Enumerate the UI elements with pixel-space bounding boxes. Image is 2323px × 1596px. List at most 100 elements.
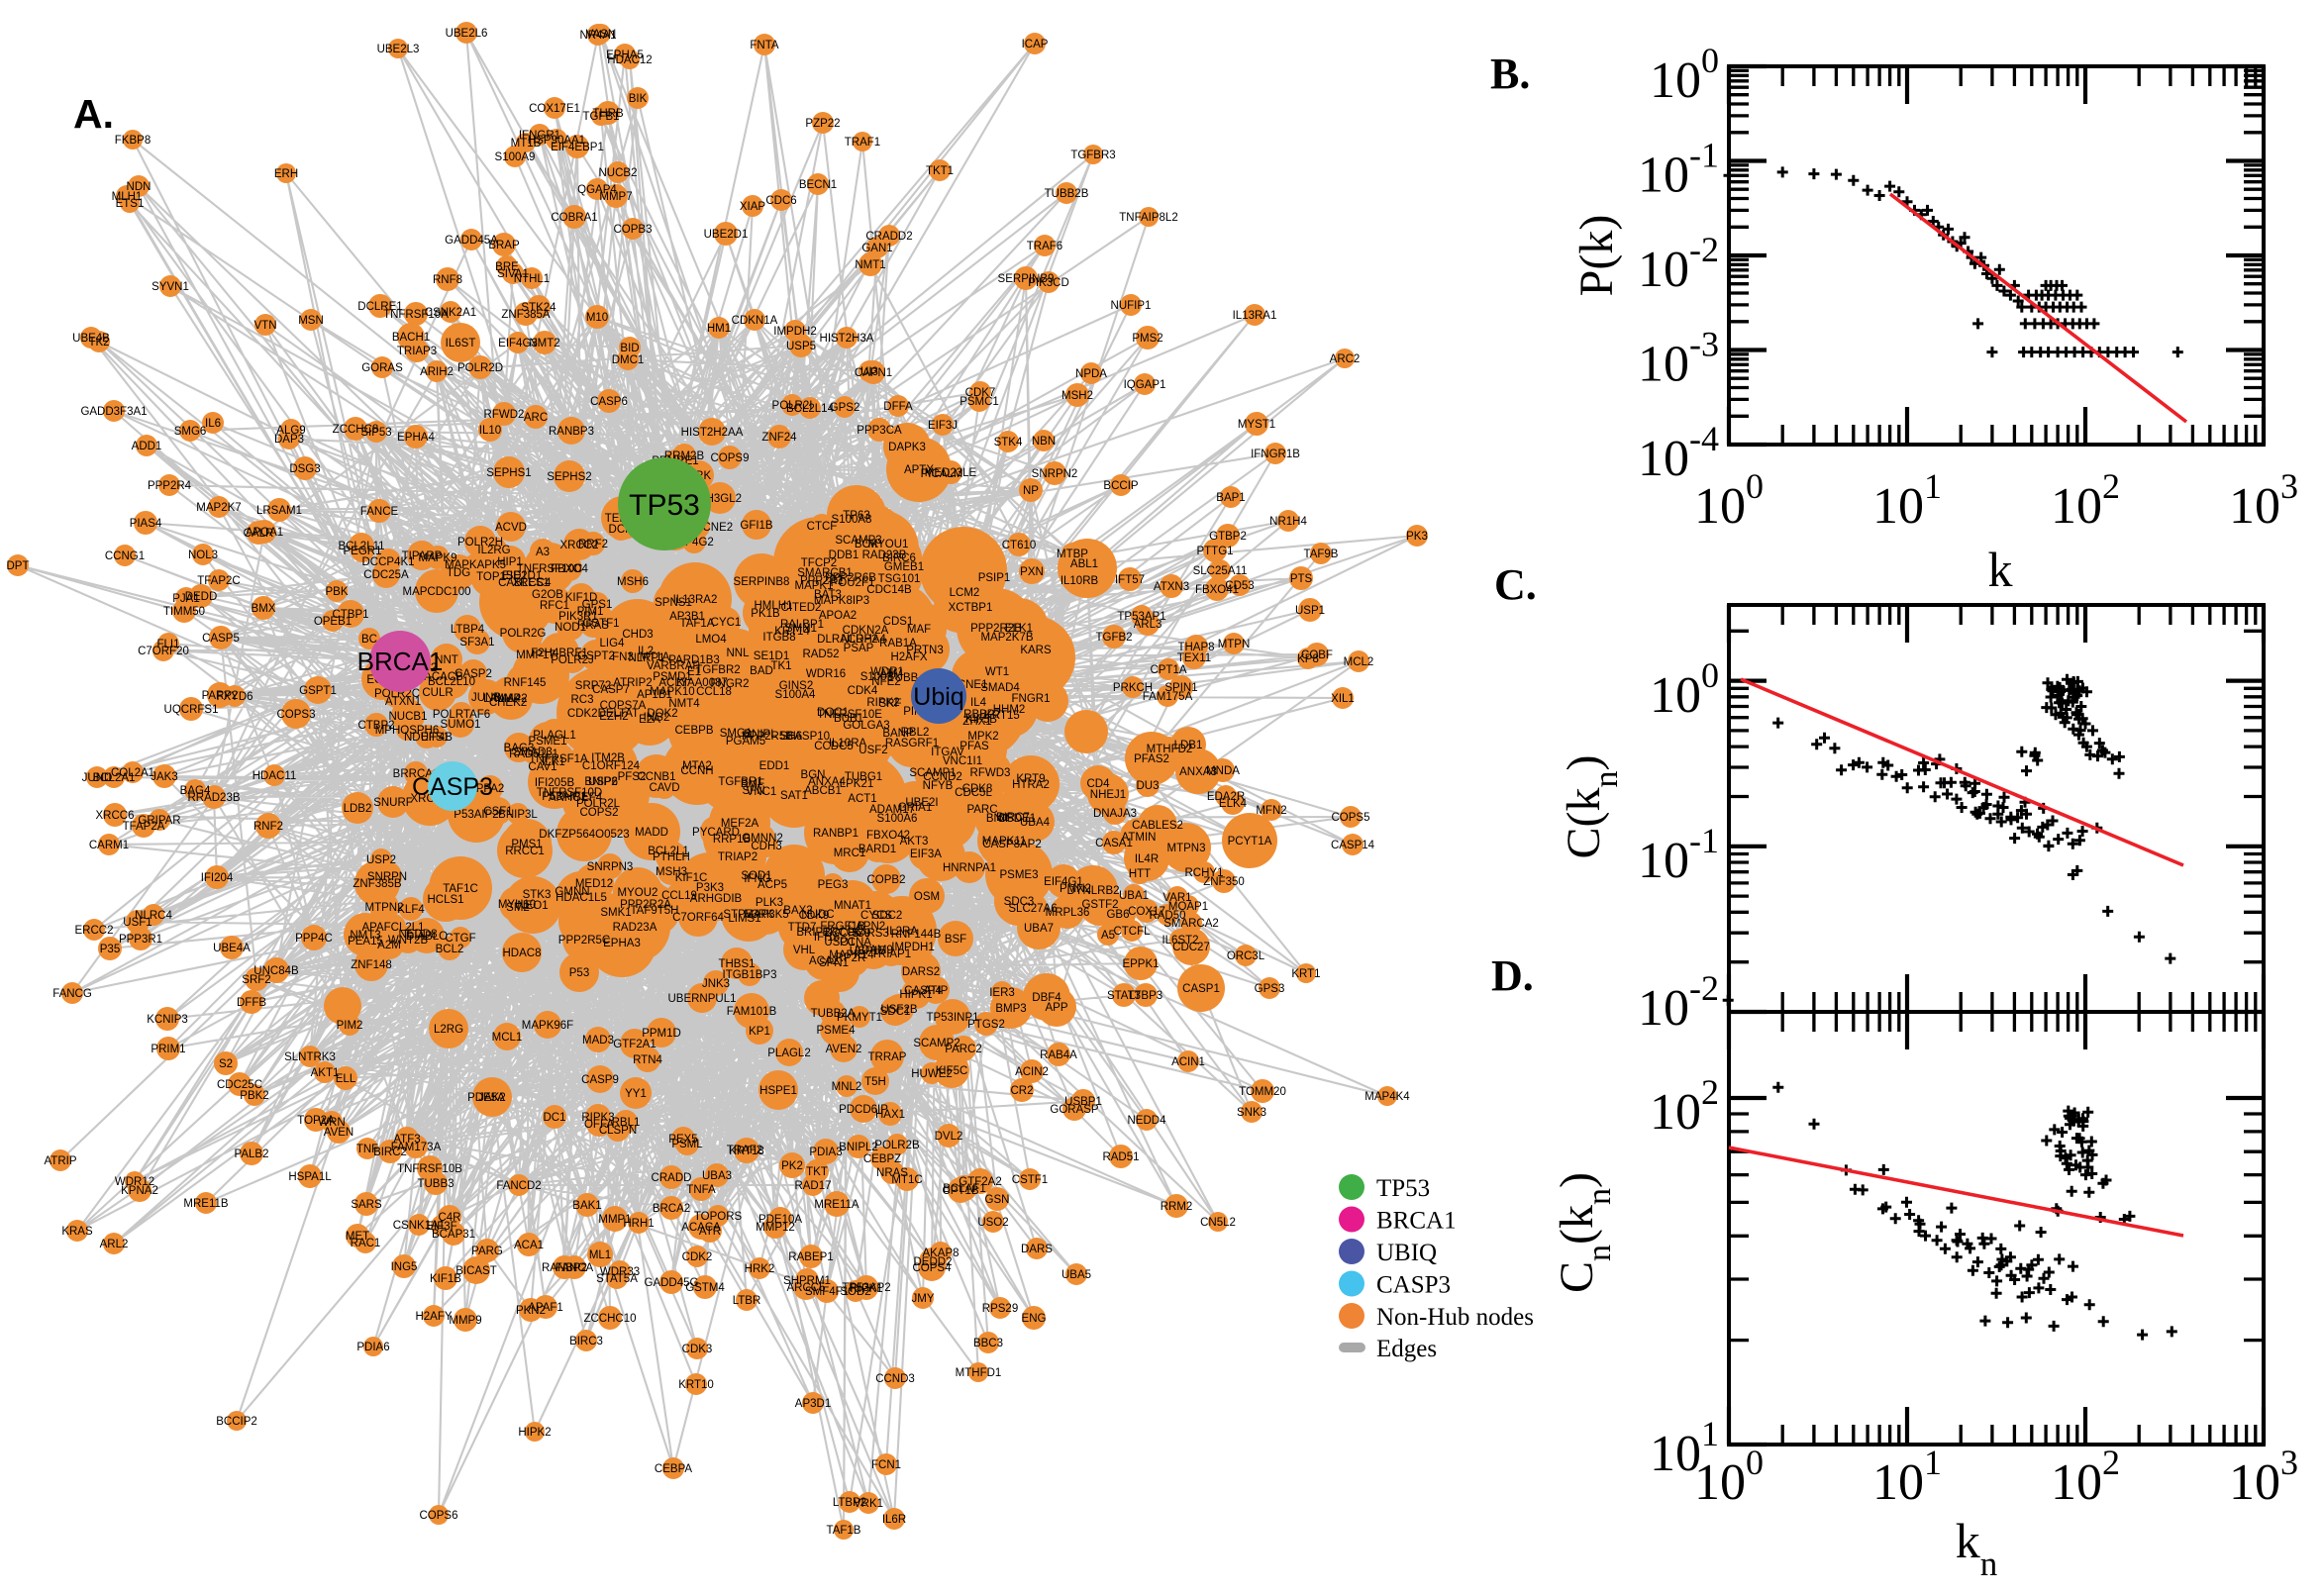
svg-text:RNF145: RNF145 [504,677,547,689]
svg-text:NLRC4: NLRC4 [135,910,172,922]
svg-text:P53AIP2: P53AIP2 [454,809,498,821]
svg-text:PPP3R1: PPP3R1 [119,934,162,946]
svg-text:RIPK2: RIPK2 [866,697,899,709]
svg-text:H2AFX: H2AFX [890,651,927,663]
svg-text:A.: A. [73,91,114,137]
svg-text:SRP72: SRP72 [575,680,611,692]
svg-text:SIP53: SIP53 [360,427,391,439]
svg-text:RBBP7: RBBP7 [963,709,1001,721]
svg-text:IL2RG: IL2RG [477,545,510,556]
svg-text:JAK2: JAK2 [478,1092,506,1104]
svg-text:RAD23A: RAD23A [613,922,657,934]
svg-text:UBE2D1: UBE2D1 [704,229,749,241]
svg-text:MTHFD2: MTHFD2 [1147,744,1193,755]
svg-text:YY1: YY1 [625,1088,647,1100]
svg-text:USO1: USO1 [824,937,855,948]
svg-text:H2AFY: H2AFY [415,1311,452,1323]
svg-text:XIL1: XIL1 [1331,693,1355,705]
svg-text:CTGF: CTGF [445,933,475,945]
svg-text:SNURF: SNURF [373,797,413,809]
svg-text:CSNK2A1: CSNK2A1 [425,307,476,319]
svg-text:BAK1: BAK1 [572,1200,601,1212]
svg-text:MSH3: MSH3 [656,866,687,878]
svg-text:EIF4B: EIF4B [421,732,453,744]
svg-text:BIRC3: BIRC3 [569,1336,603,1347]
svg-text:ELK1: ELK1 [1005,623,1033,635]
svg-text:KRT9: KRT9 [1016,773,1045,785]
svg-text:COPS7A: COPS7A [600,700,647,712]
svg-text:IMPDH1: IMPDH1 [891,942,934,953]
svg-text:CDH3: CDH3 [751,841,781,852]
svg-text:DFFA: DFFA [883,401,913,413]
svg-text:LAMA4: LAMA4 [483,693,521,705]
svg-text:EID1: EID1 [502,570,528,582]
svg-text:ETS1: ETS1 [116,198,145,210]
svg-text:CDC27: CDC27 [1172,942,1210,953]
svg-text:ZNF24: ZNF24 [761,432,797,444]
svg-text:FAM101B: FAM101B [727,1006,777,1018]
svg-text:CASP3: CASP3 [412,773,493,801]
svg-text:PPA2: PPA2 [476,783,505,795]
svg-text:VASN: VASN [586,29,616,41]
svg-text:BBC3: BBC3 [973,1338,1003,1349]
svg-text:BAP1: BAP1 [1216,492,1245,504]
svg-text:CAVD: CAVD [649,782,679,794]
svg-text:TRAF6: TRAF6 [1027,241,1062,252]
svg-text:VTN: VTN [254,320,277,332]
svg-text:CDK2DELTAT: CDK2DELTAT [567,708,639,720]
svg-text:E2A: E2A [639,714,660,726]
svg-text:NFYB: NFYB [923,780,954,792]
svg-text:LMO4: LMO4 [695,634,727,646]
svg-text:SDC1: SDC1 [880,1006,911,1018]
svg-text:NR4A1: NR4A1 [579,30,616,42]
svg-text:MTA2: MTA2 [682,760,712,772]
svg-text:RRCC1: RRCC1 [505,846,545,857]
svg-text:MAPK14: MAPK14 [829,949,874,961]
svg-text:ALG9: ALG9 [276,425,305,437]
svg-text:HIST2H3A: HIST2H3A [820,333,874,345]
svg-text:PMS2: PMS2 [1132,333,1162,345]
svg-text:BIRC2: BIRC2 [373,1147,407,1158]
svg-text:100: 100 [1650,655,1719,724]
svg-text:M10: M10 [586,312,608,324]
svg-text:USBP1: USBP1 [1064,1096,1102,1108]
svg-text:MAPK8IP3: MAPK8IP3 [814,595,869,607]
svg-text:ATF3: ATF3 [393,1134,420,1146]
svg-text:GPS2: GPS2 [830,402,860,414]
svg-text:SYVN1: SYVN1 [152,281,189,293]
svg-text:MMP17: MMP17 [516,649,556,661]
svg-text:ATIP: ATIP [924,985,949,997]
svg-text:CASP3: CASP3 [1376,1272,1451,1299]
svg-text:SMK1: SMK1 [600,907,631,919]
svg-text:ADAM9: ADAM9 [854,945,893,956]
svg-text:CCL18: CCL18 [696,686,732,698]
svg-text:A5: A5 [1101,930,1115,942]
svg-text:IL6ST2: IL6ST2 [1162,935,1198,947]
svg-text:KPNA2: KPNA2 [121,1185,158,1197]
svg-text:PPP3CA: PPP3CA [857,425,902,437]
svg-text:USP2: USP2 [366,854,396,866]
svg-text:MSN: MSN [298,315,324,327]
svg-text:EDD1: EDD1 [759,760,790,772]
svg-text:LIG4: LIG4 [600,638,626,649]
svg-text:FAM173A: FAM173A [391,1142,442,1153]
svg-text:BAX2: BAX2 [783,905,812,917]
svg-text:AKT1: AKT1 [311,1067,340,1079]
svg-text:ELL: ELL [336,1073,356,1085]
svg-text:CASP4: CASP4 [904,985,942,997]
svg-text:PSMC1: PSMC1 [960,396,999,408]
svg-text:LDB2: LDB2 [344,803,372,815]
svg-text:PIM1: PIM1 [577,606,604,618]
svg-text:PJA1: PJA1 [172,593,200,605]
svg-text:HSPE1: HSPE1 [759,1085,797,1097]
svg-text:COX17: COX17 [1128,906,1165,918]
svg-text:EPPK1: EPPK1 [1122,958,1159,970]
svg-text:SF3A1: SF3A1 [459,637,494,648]
svg-text:MEF2A: MEF2A [721,818,759,830]
svg-text:PDE10A: PDE10A [758,1214,802,1226]
svg-text:CDC6: CDC6 [765,195,796,207]
svg-text:DKFZP564O0523: DKFZP564O0523 [539,829,629,841]
svg-text:GTF2A2: GTF2A2 [959,1176,1001,1188]
svg-text:SNK3: SNK3 [1237,1107,1266,1119]
svg-text:TAF9T5H: TAF9T5H [631,905,679,917]
